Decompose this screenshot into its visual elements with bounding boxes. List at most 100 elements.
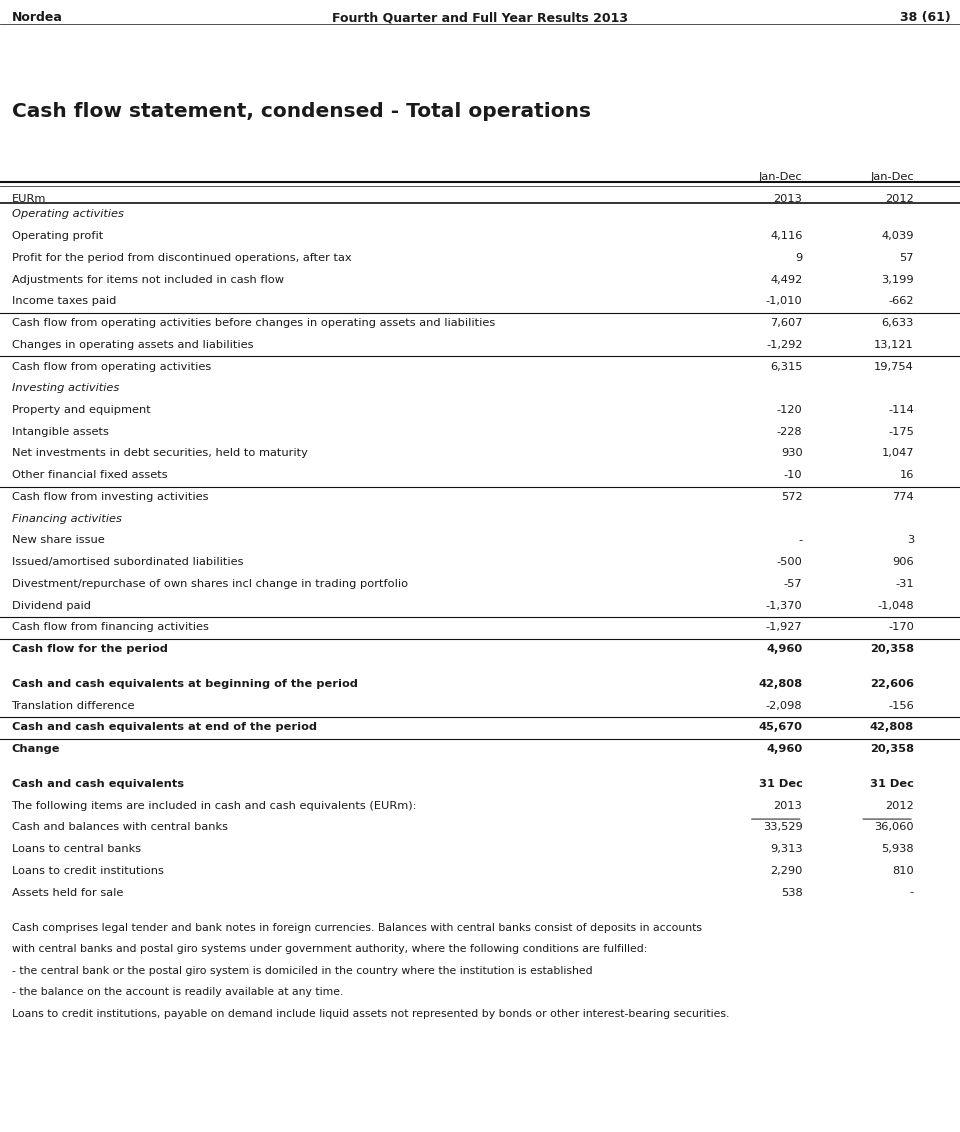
Text: 2013: 2013 [774, 194, 803, 204]
Text: Change: Change [12, 744, 60, 754]
Text: 9,313: 9,313 [770, 844, 803, 854]
Text: 906: 906 [892, 557, 914, 567]
Text: 42,808: 42,808 [870, 722, 914, 732]
Text: Loans to central banks: Loans to central banks [12, 844, 141, 854]
Text: - the balance on the account is readily available at any time.: - the balance on the account is readily … [12, 987, 343, 997]
Text: 22,606: 22,606 [870, 679, 914, 689]
Text: -228: -228 [777, 427, 803, 437]
Text: Assets held for sale: Assets held for sale [12, 887, 123, 898]
Text: 2012: 2012 [885, 800, 914, 811]
Text: - the central bank or the postal giro system is domiciled in the country where t: - the central bank or the postal giro sy… [12, 966, 592, 976]
Text: 810: 810 [892, 866, 914, 876]
Text: Issued/amortised subordinated liabilities: Issued/amortised subordinated liabilitie… [12, 557, 243, 567]
Text: Adjustments for items not included in cash flow: Adjustments for items not included in ca… [12, 275, 283, 284]
Text: Net investments in debt securities, held to maturity: Net investments in debt securities, held… [12, 448, 307, 458]
Text: 4,492: 4,492 [770, 275, 803, 284]
Text: Divestment/repurchase of own shares incl change in trading portfolio: Divestment/repurchase of own shares incl… [12, 578, 408, 589]
Text: Investing activities: Investing activities [12, 384, 119, 393]
Text: Profit for the period from discontinued operations, after tax: Profit for the period from discontinued … [12, 252, 351, 263]
Text: 4,960: 4,960 [766, 644, 803, 654]
Text: Cash and balances with central banks: Cash and balances with central banks [12, 822, 228, 832]
Text: Property and equipment: Property and equipment [12, 405, 151, 415]
Text: EURm: EURm [12, 194, 46, 204]
Text: Intangible assets: Intangible assets [12, 427, 108, 437]
Text: 57: 57 [900, 252, 914, 263]
Text: -1,010: -1,010 [766, 297, 803, 307]
Text: 5,938: 5,938 [881, 844, 914, 854]
Text: 3,199: 3,199 [881, 275, 914, 284]
Text: 20,358: 20,358 [870, 644, 914, 654]
Text: 6,633: 6,633 [881, 318, 914, 328]
Text: Cash and cash equivalents: Cash and cash equivalents [12, 779, 183, 789]
Text: -170: -170 [888, 623, 914, 633]
Text: 572: 572 [780, 492, 803, 501]
Text: Cash flow from financing activities: Cash flow from financing activities [12, 623, 208, 633]
Text: Cash flow from operating activities: Cash flow from operating activities [12, 361, 211, 371]
Text: Cash flow statement, condensed - Total operations: Cash flow statement, condensed - Total o… [12, 102, 590, 121]
Text: 31 Dec: 31 Dec [870, 779, 914, 789]
Text: -120: -120 [777, 405, 803, 415]
Text: Other financial fixed assets: Other financial fixed assets [12, 470, 167, 480]
Text: -1,927: -1,927 [766, 623, 803, 633]
Text: -175: -175 [888, 427, 914, 437]
Text: Operating activities: Operating activities [12, 209, 124, 220]
Text: Income taxes paid: Income taxes paid [12, 297, 116, 307]
Text: Translation difference: Translation difference [12, 701, 135, 711]
Text: -114: -114 [888, 405, 914, 415]
Text: The following items are included in cash and cash equivalents (EURm):: The following items are included in cash… [12, 800, 417, 811]
Text: Cash and cash equivalents at beginning of the period: Cash and cash equivalents at beginning o… [12, 679, 357, 689]
Text: 45,670: 45,670 [758, 722, 803, 732]
Text: Financing activities: Financing activities [12, 514, 121, 524]
Text: 2013: 2013 [774, 800, 803, 811]
Text: 13,121: 13,121 [875, 340, 914, 350]
Text: 4,116: 4,116 [770, 231, 803, 241]
Text: New share issue: New share issue [12, 535, 105, 546]
Text: Loans to credit institutions: Loans to credit institutions [12, 866, 163, 876]
Text: -156: -156 [888, 701, 914, 711]
Text: Changes in operating assets and liabilities: Changes in operating assets and liabilit… [12, 340, 253, 350]
Text: 774: 774 [892, 492, 914, 501]
Text: 538: 538 [780, 887, 803, 898]
Text: -2,098: -2,098 [766, 701, 803, 711]
Text: 36,060: 36,060 [875, 822, 914, 832]
Text: 9: 9 [795, 252, 803, 263]
Text: Cash flow from investing activities: Cash flow from investing activities [12, 492, 208, 501]
Text: 31 Dec: 31 Dec [758, 779, 803, 789]
Text: -500: -500 [777, 557, 803, 567]
Text: 33,529: 33,529 [763, 822, 803, 832]
Text: -662: -662 [888, 297, 914, 307]
Text: Nordea: Nordea [12, 11, 62, 24]
Text: Fourth Quarter and Full Year Results 2013: Fourth Quarter and Full Year Results 201… [332, 11, 628, 24]
Text: -57: -57 [784, 578, 803, 589]
Text: 19,754: 19,754 [875, 361, 914, 371]
Text: -1,370: -1,370 [766, 601, 803, 610]
Text: Cash flow for the period: Cash flow for the period [12, 644, 167, 654]
Text: Jan-Dec: Jan-Dec [871, 172, 914, 182]
Text: 42,808: 42,808 [758, 679, 803, 689]
Text: Cash comprises legal tender and bank notes in foreign currencies. Balances with : Cash comprises legal tender and bank not… [12, 923, 702, 933]
Text: Cash flow from operating activities before changes in operating assets and liabi: Cash flow from operating activities befo… [12, 318, 494, 328]
Text: Cash and cash equivalents at end of the period: Cash and cash equivalents at end of the … [12, 722, 317, 732]
Text: -: - [910, 887, 914, 898]
Text: 16: 16 [900, 470, 914, 480]
Text: 7,607: 7,607 [770, 318, 803, 328]
Text: Dividend paid: Dividend paid [12, 601, 90, 610]
Text: -1,292: -1,292 [766, 340, 803, 350]
Text: Jan-Dec: Jan-Dec [759, 172, 803, 182]
Text: -10: -10 [784, 470, 803, 480]
Text: -31: -31 [896, 578, 914, 589]
Text: 1,047: 1,047 [881, 448, 914, 458]
Text: 38 (61): 38 (61) [900, 11, 950, 24]
Text: -: - [799, 535, 803, 546]
Text: 20,358: 20,358 [870, 744, 914, 754]
Text: 3: 3 [906, 535, 914, 546]
Text: with central banks and postal giro systems under government authority, where the: with central banks and postal giro syste… [12, 944, 647, 954]
Text: Operating profit: Operating profit [12, 231, 103, 241]
Text: 930: 930 [780, 448, 803, 458]
Text: 2012: 2012 [885, 194, 914, 204]
Text: 4,960: 4,960 [766, 744, 803, 754]
Text: 6,315: 6,315 [770, 361, 803, 371]
Text: Loans to credit institutions, payable on demand include liquid assets not repres: Loans to credit institutions, payable on… [12, 1009, 729, 1019]
Text: 4,039: 4,039 [881, 231, 914, 241]
Text: 2,290: 2,290 [770, 866, 803, 876]
